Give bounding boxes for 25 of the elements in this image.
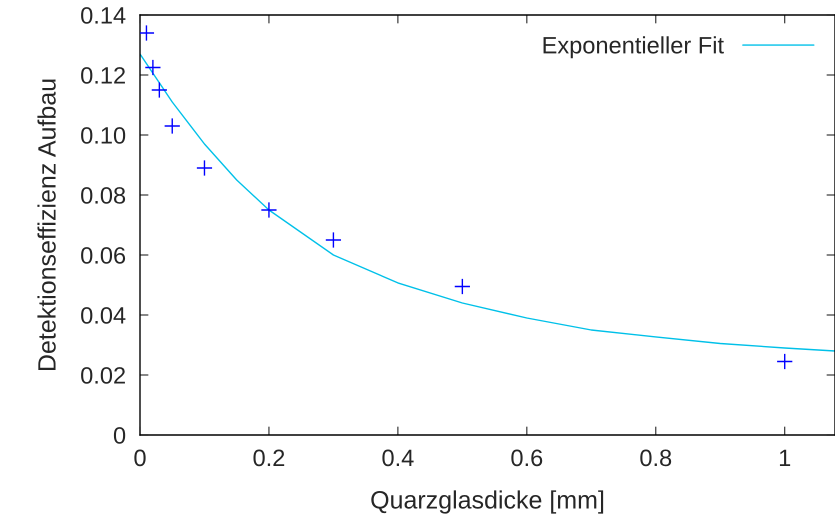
point (164, 118, 181, 134)
y-tick-label: 0.06 (81, 247, 126, 264)
x-tick-label: 0.8 (640, 450, 672, 466)
x-tick-label: 0 (134, 450, 146, 466)
y-tick-label: 0.12 (81, 67, 125, 84)
point (776, 353, 794, 370)
point (260, 202, 278, 218)
x-axis-title: Quarzglasdicke [mm] (371, 490, 604, 514)
x-tick-label: 1 (780, 450, 790, 466)
x-tick-label: 0.4 (382, 450, 414, 466)
y-tick-label: 0.10 (81, 127, 126, 144)
y-tick-label: 0.14 (81, 7, 126, 24)
point (144, 59, 162, 76)
point (196, 160, 213, 176)
x-tick-label: 0.6 (511, 450, 542, 466)
y-tick-label: 0.04 (81, 307, 126, 324)
point (454, 278, 471, 295)
point (151, 82, 168, 98)
legend-label: Exponentieller Fit (544, 36, 724, 58)
y-tick-label: 0.08 (81, 187, 126, 204)
x-tick-label: 0.2 (253, 450, 284, 466)
y-axis-title: Detektionseffizienz Aufbau (37, 80, 56, 370)
point (325, 232, 342, 248)
y-tick-label: 0 (114, 427, 126, 444)
y-tick-label: 0.02 (81, 367, 125, 384)
